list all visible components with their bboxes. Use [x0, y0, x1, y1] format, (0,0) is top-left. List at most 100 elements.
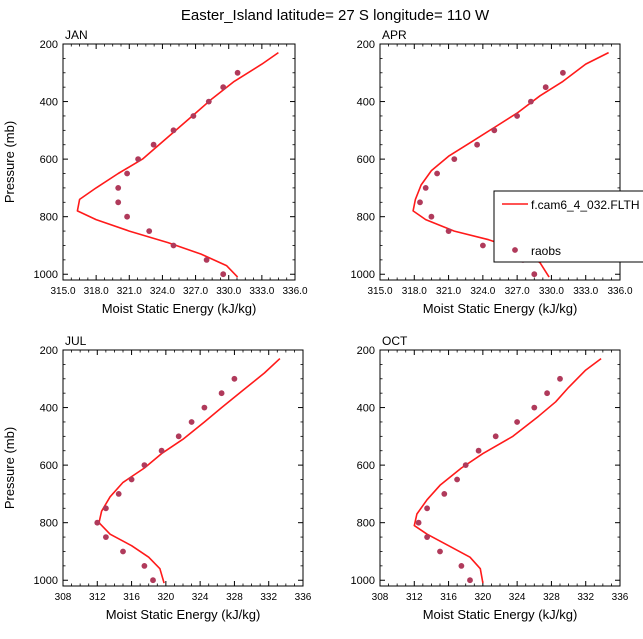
x-tick-label: 333.0	[249, 286, 274, 297]
panel-jan: JAN 315.0 318.0 321.0 324.0 327.0 330.0 333.0 33…	[2, 28, 308, 316]
raobs-point	[94, 519, 101, 526]
panel-apr: APR 315.0 318.0 321.0 324.0 327.0 330.0 333.0 33…	[351, 28, 633, 316]
x-axis-title: Moist Static Energy (kJ/kg)	[106, 607, 261, 622]
y-axis-title: Pressure (mb)	[2, 121, 17, 203]
raobs-point	[480, 242, 486, 249]
raobs-point	[115, 491, 122, 497]
raobs-point	[120, 548, 126, 555]
x-tick-label: 315.0	[50, 286, 75, 297]
x-tick-label: 336	[295, 592, 312, 603]
y-tick-label: 400	[40, 97, 58, 109]
x-tick-label: 321.0	[436, 286, 461, 297]
raobs-point	[150, 141, 157, 148]
x-tick-label: 336.0	[282, 286, 307, 297]
raobs-point	[415, 519, 422, 526]
legend: f.cam6_4_032.FLTH raobs	[493, 190, 643, 263]
x-tick-label: 333.0	[573, 286, 598, 297]
panel-title: JUL	[65, 334, 87, 348]
raobs-point	[203, 257, 210, 263]
raobs-point	[424, 505, 430, 512]
raobs-point	[115, 199, 122, 206]
raobs-point	[462, 462, 469, 468]
x-axis-title: Moist Static Energy (kJ/kg)	[423, 607, 578, 622]
y-tick-label: 800	[40, 518, 58, 530]
raobs-point	[201, 404, 208, 411]
raobs-point	[188, 419, 195, 425]
raobs-point	[220, 271, 227, 278]
model-line	[98, 358, 281, 584]
plot-frame	[379, 349, 621, 587]
raobs-point	[128, 476, 135, 483]
raobs-point	[467, 577, 473, 584]
panel-title: JAN	[65, 28, 88, 42]
raobs-point	[514, 419, 520, 425]
y-tick-label: 800	[357, 518, 375, 530]
x-tick-label: 332	[260, 592, 277, 603]
x-tick-label: 308	[372, 592, 389, 603]
raobs-point	[424, 534, 430, 540]
raobs-point	[170, 127, 177, 134]
x-tick-label: 330.0	[539, 286, 564, 297]
raobs-point	[514, 113, 520, 119]
x-tick-label: 312	[89, 592, 106, 603]
panel-jul: JUL 308 312 316 320 324 328 332 336 200 400 600 800 1…	[2, 334, 312, 622]
y-tick-label: 1000	[351, 575, 375, 587]
x-axis-title: Moist Static Energy (kJ/kg)	[102, 301, 257, 316]
raobs-point	[150, 577, 156, 584]
raobs-point	[492, 433, 499, 440]
y-tick-label: 1000	[351, 269, 375, 281]
raobs-point	[437, 548, 443, 555]
x-axis-title: Moist Static Energy (kJ/kg)	[423, 301, 578, 316]
y-tick-label: 400	[357, 403, 375, 415]
x-tick-label: 324.0	[470, 286, 495, 297]
x-tick-label: 320	[475, 592, 492, 603]
x-tick-label: 321.0	[117, 286, 142, 297]
y-tick-label: 200	[357, 39, 375, 51]
x-tick-label: 315.0	[367, 286, 392, 297]
raobs-point	[544, 390, 550, 397]
x-tick-label: 324	[192, 592, 209, 603]
y-axis-title: Pressure (mb)	[2, 427, 17, 509]
x-tick-label: 308	[55, 592, 72, 603]
panel-title: OCT	[382, 334, 408, 348]
raobs-point	[124, 213, 130, 220]
y-tick-label: 400	[357, 97, 375, 109]
raobs-point	[103, 505, 109, 512]
y-tick-label: 800	[357, 212, 375, 224]
x-tick-label: 330.0	[216, 286, 241, 297]
raobs-point	[124, 170, 130, 177]
raobs-point	[231, 375, 238, 382]
x-tick-label: 324.0	[150, 286, 175, 297]
legend-model-label: f.cam6_4_032.FLTH	[531, 198, 640, 212]
raobs-point	[234, 69, 241, 76]
raobs-point	[175, 433, 182, 440]
raobs-point	[417, 199, 423, 206]
raobs-point	[445, 228, 452, 235]
x-tick-label: 318.0	[84, 286, 109, 297]
raobs-point	[422, 185, 429, 191]
figure-title: Easter_Island latitude= 27 S longitude= …	[181, 7, 490, 24]
y-tick-label: 1000	[34, 575, 58, 587]
x-tick-label: 327.0	[505, 286, 530, 297]
y-tick-label: 1000	[34, 269, 58, 281]
x-tick-label: 327.0	[183, 286, 208, 297]
x-tick-label: 336	[612, 592, 629, 603]
legend-box	[493, 190, 643, 263]
raobs-point	[491, 127, 498, 134]
panel-oct: OCT 308 312 316 320 324 328 332 336 200 400 600 800 1…	[351, 334, 629, 622]
x-tick-label: 328	[226, 592, 243, 603]
raobs-point	[146, 228, 153, 235]
raobs-point	[103, 534, 109, 540]
x-tick-label: 328	[543, 592, 560, 603]
raobs-point	[220, 84, 227, 91]
x-tick-label: 316	[440, 592, 457, 603]
y-tick-label: 400	[40, 403, 58, 415]
raobs-point	[205, 98, 212, 105]
raobs-point	[557, 375, 563, 382]
raobs-point	[158, 447, 165, 454]
raobs-point	[451, 156, 458, 163]
raobs-point	[560, 69, 566, 76]
legend-obs-marker	[512, 247, 518, 253]
y-tick-label: 200	[40, 39, 58, 51]
